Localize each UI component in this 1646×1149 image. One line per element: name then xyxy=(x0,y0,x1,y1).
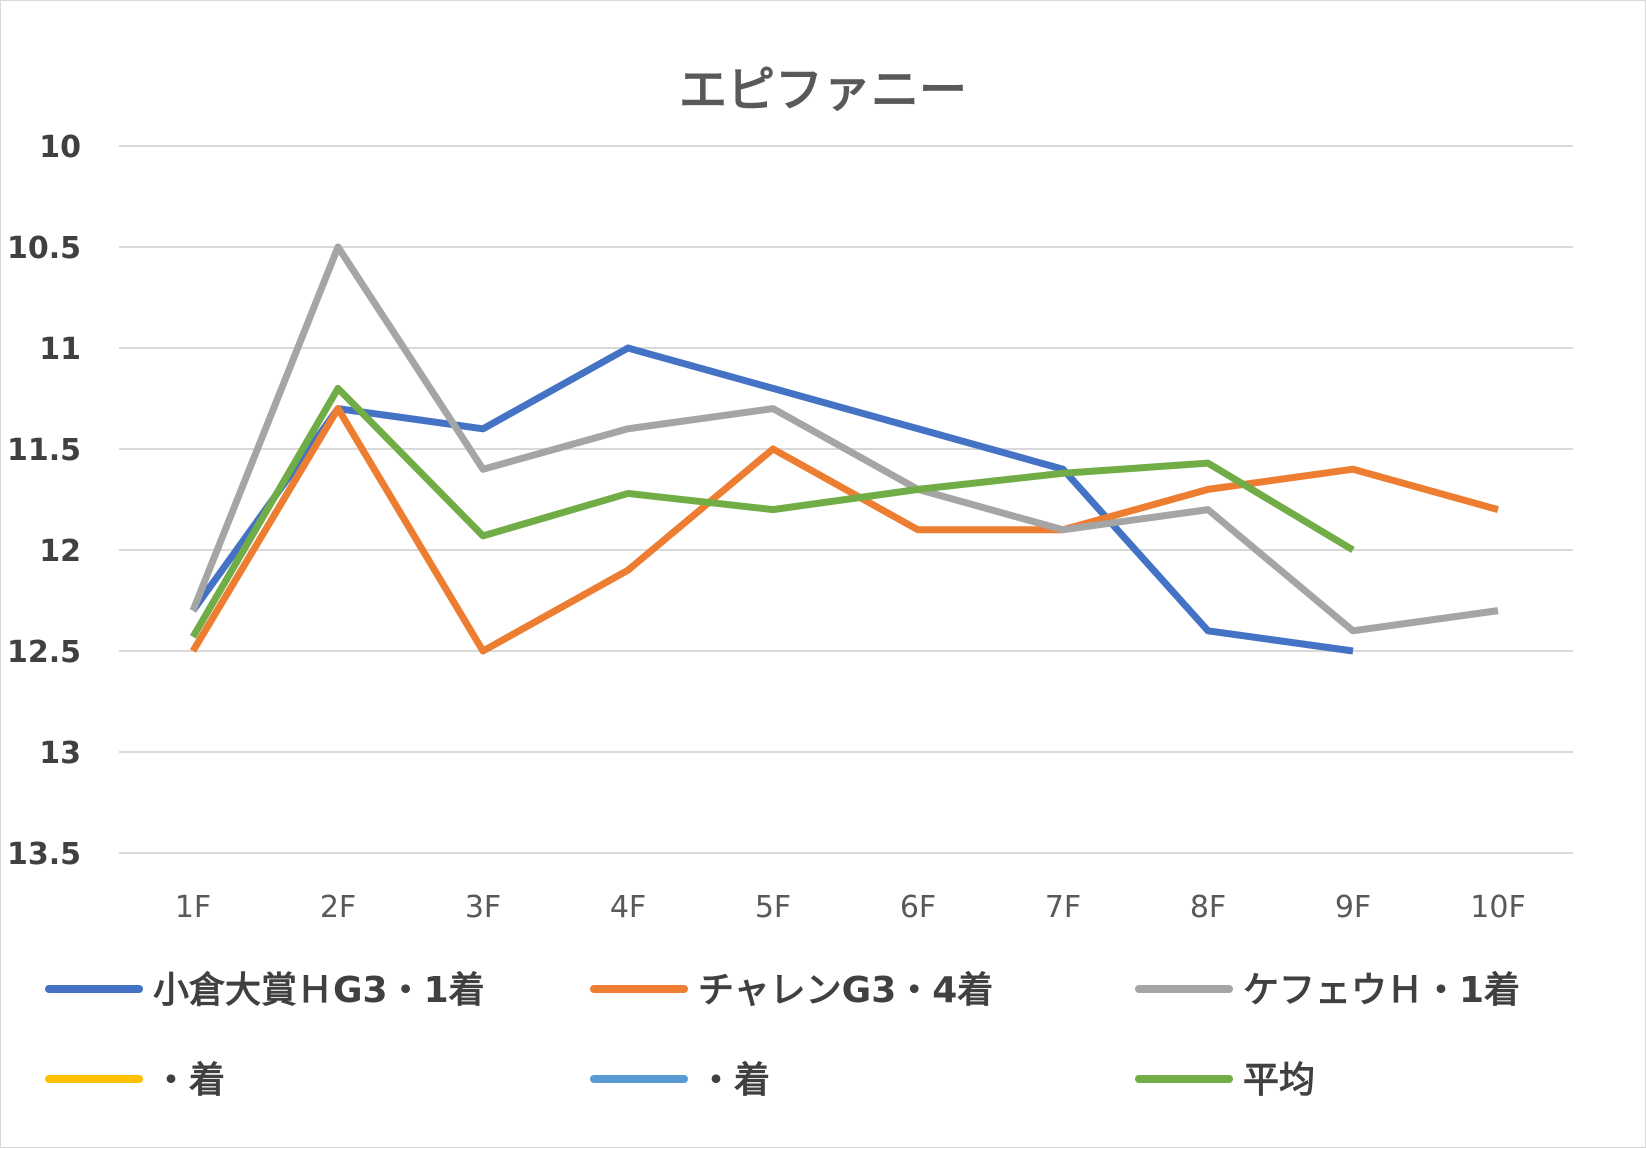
x-tick-label: 1F xyxy=(175,890,211,925)
x-tick-label: 8F xyxy=(1190,890,1226,925)
legend-label-0: 小倉大賞ＨG3・1着 xyxy=(153,970,485,1011)
legend-label-3: ・着 xyxy=(153,1060,225,1101)
x-tick-label: 3F xyxy=(465,890,501,925)
series-line-2 xyxy=(189,243,1499,635)
x-tick-label: 2F xyxy=(320,890,356,925)
x-tick-label: 7F xyxy=(1045,890,1081,925)
y-tick-label: 13.5 xyxy=(7,837,81,872)
legend-label-5: 平均 xyxy=(1243,1060,1315,1101)
y-tick-label: 11.5 xyxy=(7,433,81,468)
x-tick-label: 10F xyxy=(1470,890,1525,925)
legend-label-2: ケフェウＨ・1着 xyxy=(1243,970,1520,1011)
x-tick-label: 9F xyxy=(1335,890,1371,925)
x-tick-label: 5F xyxy=(755,890,791,925)
y-tick-label: 11 xyxy=(39,332,81,367)
series-line-5 xyxy=(189,384,1355,639)
series-lines xyxy=(189,243,1499,655)
series-line-0 xyxy=(190,344,1354,655)
y-tick-label: 10.5 xyxy=(7,231,81,266)
x-tick-label: 4F xyxy=(610,890,646,925)
y-tick-label: 13 xyxy=(39,736,81,771)
legend-label-1: チャレンG3・4着 xyxy=(698,970,993,1011)
legend-label-4: ・着 xyxy=(698,1060,770,1101)
y-tick-label: 12.5 xyxy=(7,635,81,670)
y-tick-label: 10 xyxy=(39,130,81,165)
x-tick-label: 6F xyxy=(900,890,936,925)
series-line-1 xyxy=(189,405,1499,655)
x-axis-tick-labels: 1F 2F 3F 4F 5F 6F 7F 8F 9F 10F xyxy=(175,890,1526,925)
y-axis-tick-labels: 10 10.5 11 11.5 12 12.5 13 13.5 xyxy=(7,130,81,872)
y-tick-label: 12 xyxy=(39,534,81,569)
legend: 小倉大賞ＨG3・1着 チャレンG3・4着 ケフェウＨ・1着・着 ・着 平均 xyxy=(45,970,1520,1101)
chart-title: エピファニー xyxy=(679,62,967,118)
